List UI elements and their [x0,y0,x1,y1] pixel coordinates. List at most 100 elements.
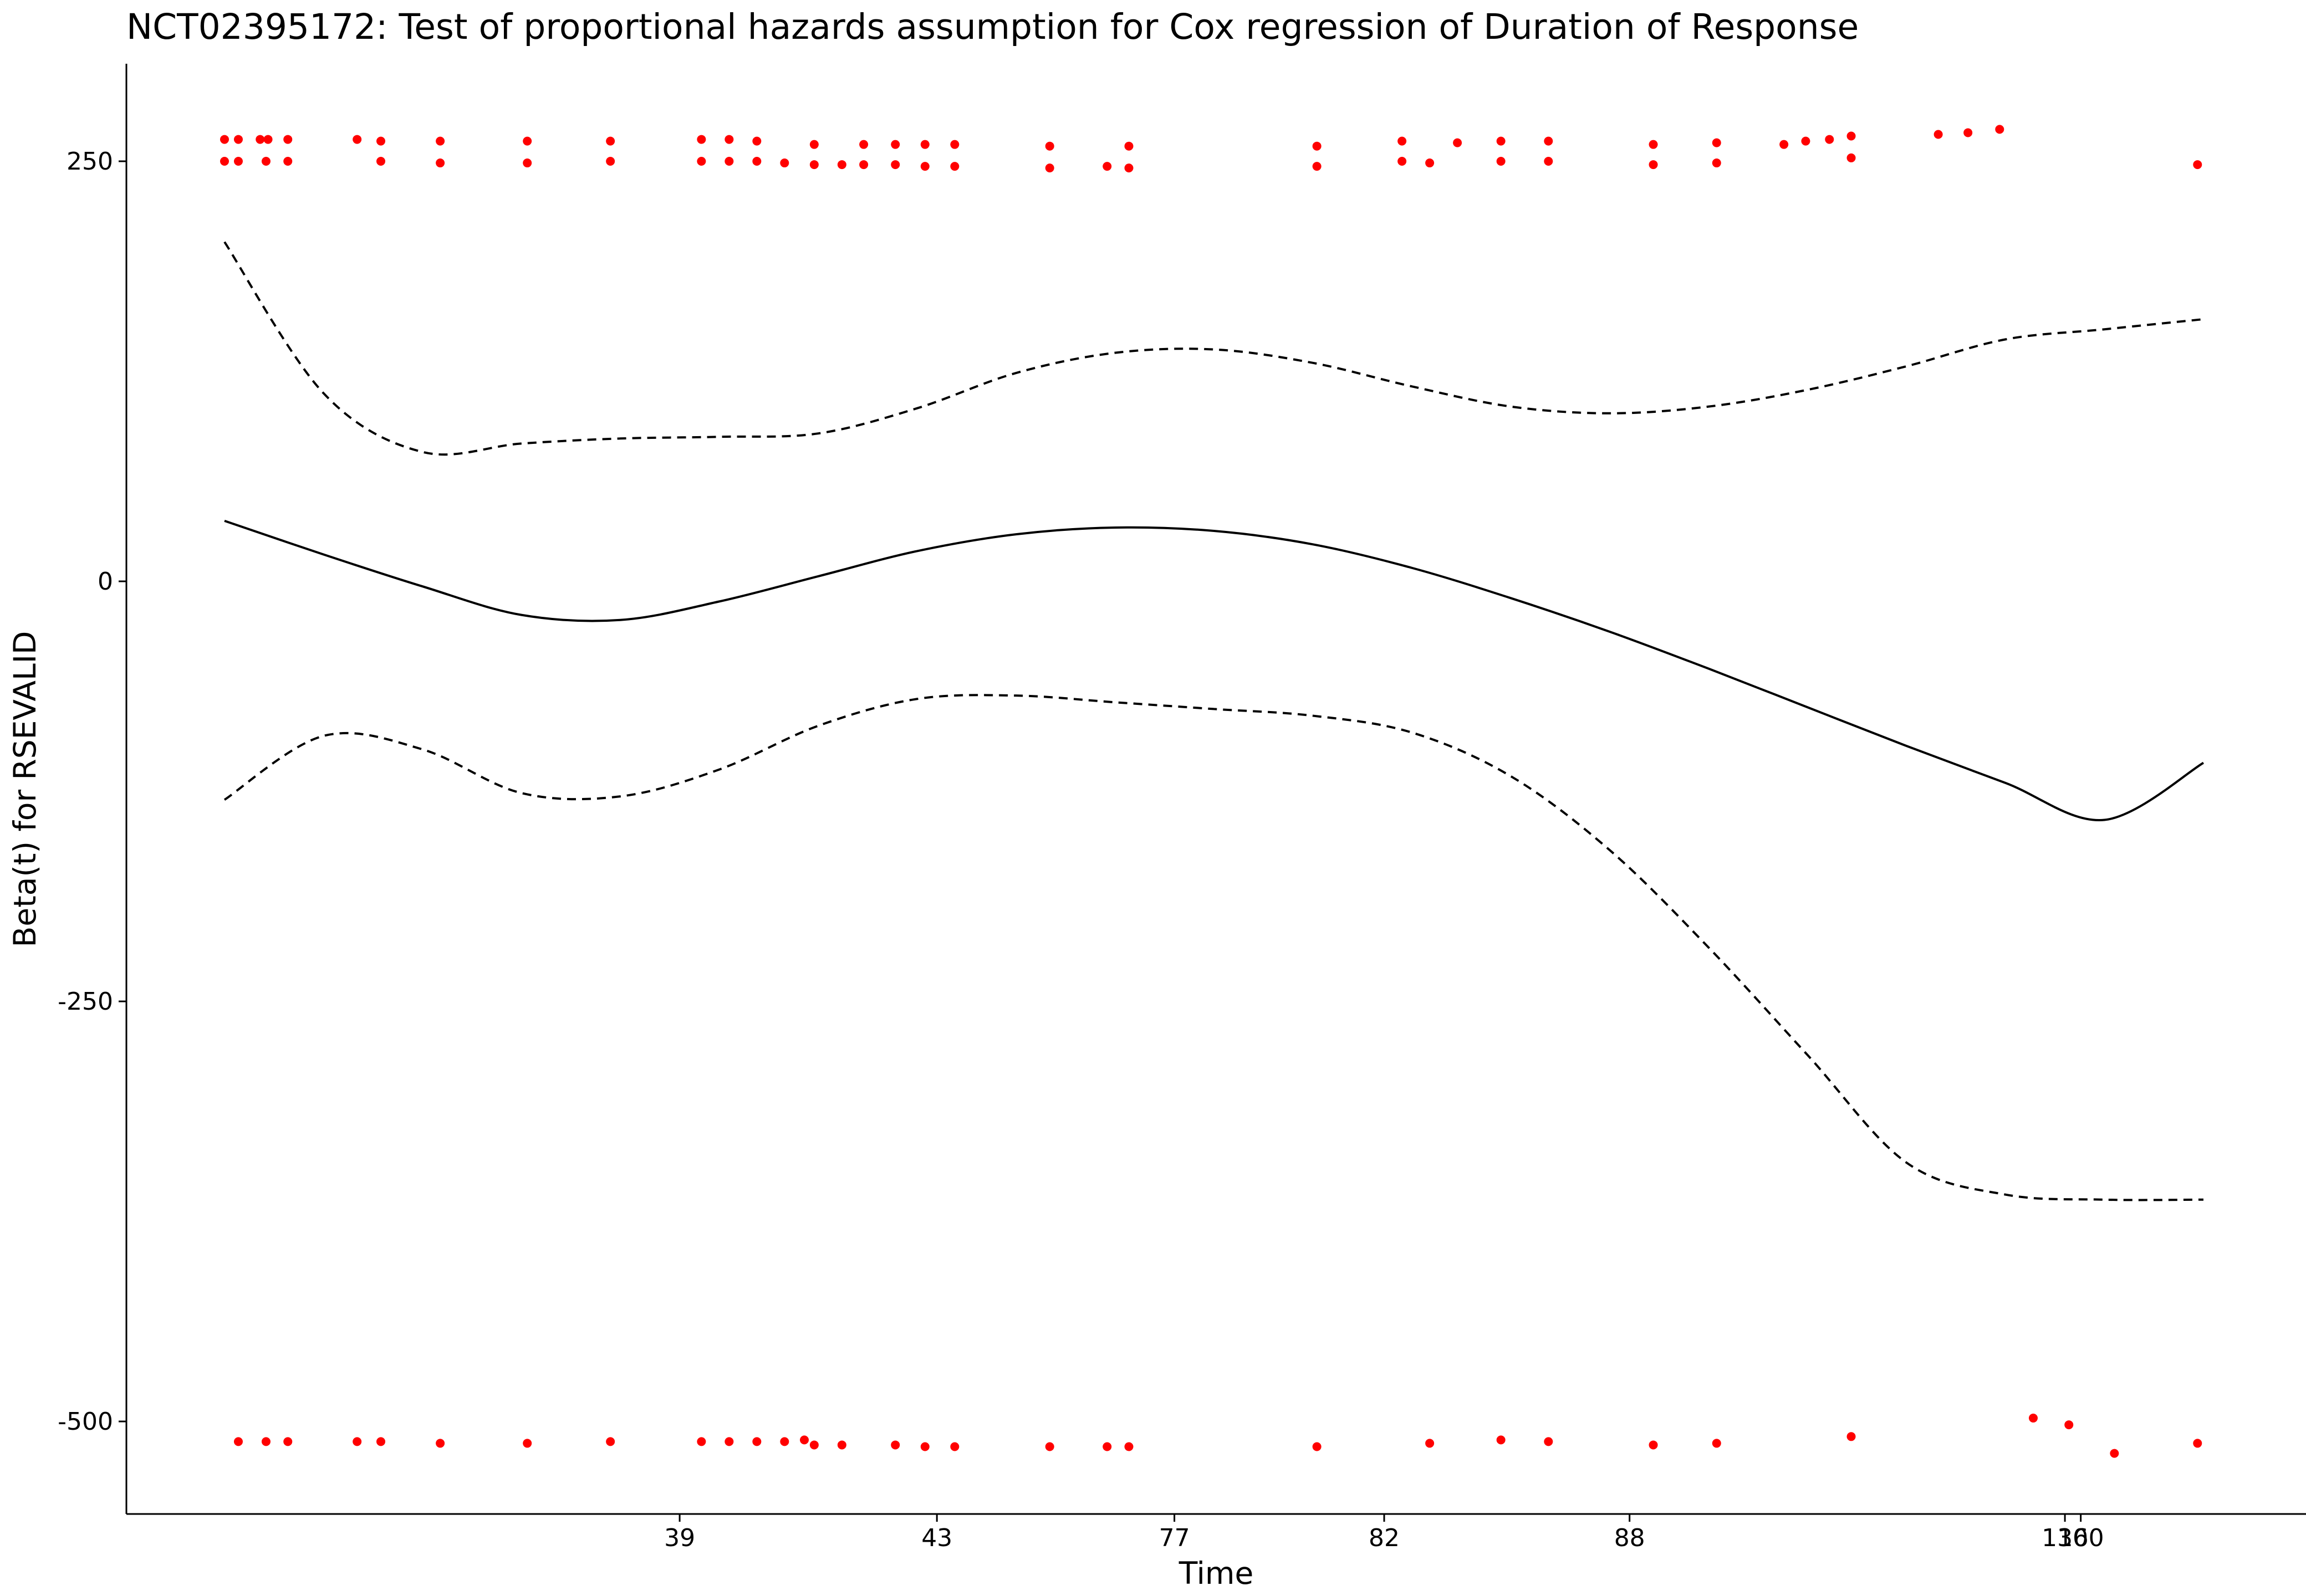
residual-point [920,162,930,171]
y-tick-label: 0 [98,567,113,596]
residual-point [1846,131,1856,141]
residual-point [353,1437,362,1446]
residual-point [1103,1442,1112,1451]
residual-point [697,157,706,166]
residual-point [837,160,846,170]
residual-point [725,1437,734,1446]
residual-point [809,140,819,149]
residual-point [1712,158,1721,168]
residual-point [606,1437,615,1446]
residual-point [2028,1413,2038,1423]
x-axis-label: Time [1178,1556,1254,1591]
residual-point [283,157,293,166]
residual-point [1995,125,2004,134]
residual-point [263,135,273,144]
residual-point [1312,141,1322,151]
residual-point [283,135,293,144]
lower-ci-line [223,694,2204,1201]
residual-point [837,1440,846,1450]
residual-point [436,158,445,168]
residual-point [950,162,960,171]
residual-point [1496,157,1506,166]
y-axis-label: Beta(t) for RSEVALID [7,631,43,948]
residual-point [1846,1432,1856,1441]
residual-point [859,140,869,149]
residual-point [2064,1420,2074,1430]
upper-ci-line [223,241,2204,456]
residual-point [1712,138,1721,147]
residual-point [725,135,734,144]
residual-point [809,160,819,170]
residual-point [233,157,243,166]
x-tick-label: 39 [664,1524,695,1552]
residual-point [1397,136,1407,146]
x-tick-label: 82 [1369,1524,1400,1552]
residual-point [436,136,445,146]
residual-point [523,158,532,168]
beta-estimate-line [224,519,2205,822]
residual-point [1312,1442,1322,1451]
residual-point [920,1442,930,1451]
residual-point [1045,141,1054,151]
residual-point [261,1437,271,1446]
residual-point [1045,1442,1054,1451]
residual-point [1103,162,1112,171]
residual-point [1712,1439,1721,1448]
residual-point [353,135,362,144]
residual-point [376,1437,386,1446]
residual-point [780,1437,789,1446]
y-tick-label: 250 [67,147,113,176]
residual-point [891,1440,900,1450]
residual-point [1544,157,1553,166]
residual-point [606,136,615,146]
residual-point [1825,135,1834,144]
y-tick-label: -250 [58,988,113,1016]
x-ticks: 3943778288130160220 [664,1514,2104,1552]
y-tick-label: -500 [58,1408,113,1436]
x-tick-label: 88 [1614,1524,1645,1552]
residual-point [283,1437,293,1446]
residual-point [891,160,900,170]
residual-point [1779,140,1789,149]
residual-point [523,1439,532,1448]
x-tick-label: 43 [921,1524,952,1552]
residual-point [752,157,762,166]
residual-point [1649,140,1658,149]
residual-point [1649,160,1658,170]
x-tick-label: 77 [1159,1524,1190,1552]
residual-point [1496,136,1506,146]
residual-point [1453,138,1462,147]
residual-point [725,157,734,166]
residual-point [1846,153,1856,162]
residual-point [1933,130,1943,139]
x-tick-label: 130 [2042,1524,2088,1552]
residual-point [376,136,386,146]
residual-point [606,157,615,166]
residual-point [1963,128,1973,137]
residual-point [697,135,706,144]
points-layer [220,125,2202,1458]
residual-point [2193,160,2202,170]
x-tick-label: 160 [2058,1524,2104,1552]
residual-point [950,140,960,149]
residual-point [752,1437,762,1446]
residual-point [697,1437,706,1446]
residual-point [523,136,532,146]
residual-point [233,1437,243,1446]
residual-point [1425,1439,1435,1448]
y-ticks: 250 0 -250 -500 [58,147,126,1436]
residual-point [1544,136,1553,146]
residual-point [920,140,930,149]
series-layer [223,241,2205,1201]
chart-title: NCT02395172: Test of proportional hazard… [126,7,1859,47]
residual-point [256,135,265,144]
residual-point [1496,1435,1506,1445]
residual-point [752,136,762,146]
residual-point [2193,1439,2202,1448]
residual-point [220,157,229,166]
residual-point [220,135,229,144]
residual-point [1544,1437,1553,1446]
residual-point [1124,1442,1134,1451]
residual-point [1312,162,1322,171]
